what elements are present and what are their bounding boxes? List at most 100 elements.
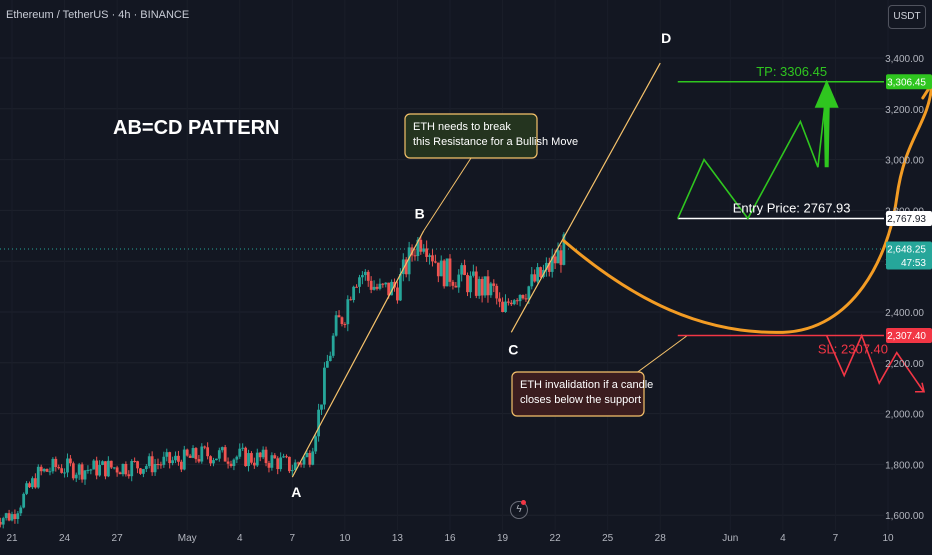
candle — [460, 265, 464, 275]
candle — [194, 448, 198, 460]
candle — [288, 456, 291, 472]
candle — [203, 446, 207, 448]
sl-price-tag-text: 2,307.40 — [887, 331, 926, 342]
entry-price-tag — [886, 211, 932, 227]
candle — [343, 324, 347, 326]
candle — [328, 355, 332, 362]
entry-price-tag-text: 2,767.93 — [887, 214, 926, 225]
candle — [10, 514, 14, 521]
candle — [381, 283, 385, 285]
candle — [498, 298, 502, 302]
candle — [153, 464, 157, 473]
x-tick-label: 28 — [655, 533, 667, 544]
candle — [398, 274, 402, 301]
candle — [469, 275, 472, 293]
candle — [223, 447, 227, 462]
candle — [509, 302, 513, 305]
candle — [191, 448, 195, 458]
candle — [544, 262, 548, 270]
candle — [104, 461, 107, 477]
chart-title: AB=CD PATTERN — [113, 117, 279, 139]
candle — [346, 299, 350, 325]
candle — [165, 452, 169, 457]
resistance-callout-pointer — [423, 157, 472, 231]
candle — [276, 458, 280, 470]
candle — [144, 466, 148, 470]
candle — [28, 483, 31, 488]
x-tick-label: 19 — [497, 533, 509, 544]
candle — [261, 449, 265, 458]
candle — [39, 466, 43, 472]
candle — [504, 301, 507, 313]
candle — [4, 513, 8, 519]
pattern-point-c: C — [508, 341, 518, 357]
candle — [419, 239, 423, 252]
candle — [36, 466, 40, 488]
y-tick-label: 1,800.00 — [885, 460, 924, 471]
y-tick-label: 1,600.00 — [885, 511, 924, 522]
candle — [375, 286, 379, 289]
candle — [422, 248, 426, 252]
candle — [378, 283, 382, 289]
candle — [285, 456, 288, 458]
x-tick-label: May — [178, 533, 197, 544]
projection-curve — [562, 84, 932, 334]
candle — [109, 460, 113, 468]
x-tick-label: 21 — [6, 533, 18, 544]
candle — [477, 278, 481, 296]
candle — [60, 468, 64, 473]
candle — [431, 255, 434, 262]
candle — [124, 463, 128, 475]
candle — [255, 452, 259, 466]
candle — [139, 468, 142, 474]
candle — [323, 367, 326, 405]
x-tick-label: 10 — [882, 533, 894, 544]
candle — [282, 456, 285, 458]
candle — [349, 299, 353, 301]
candle — [212, 460, 215, 464]
candle — [530, 274, 534, 287]
candle — [168, 452, 172, 464]
candle — [74, 474, 78, 479]
candle — [174, 455, 177, 461]
candle — [182, 449, 186, 470]
candle — [366, 271, 370, 281]
candle — [121, 463, 125, 475]
ab-leg — [291, 230, 425, 478]
candle — [217, 450, 221, 459]
candle — [279, 457, 283, 470]
candle — [439, 260, 443, 277]
candle — [250, 453, 253, 463]
candle — [159, 464, 163, 466]
lightning-icon[interactable]: ϟ — [510, 501, 528, 519]
x-tick-label: 24 — [59, 533, 71, 544]
candle — [355, 286, 358, 288]
candle — [550, 256, 554, 272]
candle — [293, 462, 297, 471]
candle — [489, 283, 493, 296]
candle — [556, 250, 560, 264]
candle — [299, 463, 303, 465]
candle — [317, 409, 320, 437]
currency-button[interactable]: USDT — [888, 5, 926, 29]
candle — [185, 449, 189, 456]
candle — [302, 457, 306, 465]
candle — [71, 463, 75, 479]
candle — [215, 458, 218, 461]
candle — [463, 265, 466, 276]
candle — [177, 455, 180, 462]
candle — [130, 460, 134, 477]
candle — [13, 514, 17, 520]
tp-label: TP: 3306.45 — [756, 64, 827, 79]
candle — [521, 294, 525, 299]
x-tick-label: 25 — [602, 533, 614, 544]
sl-price-tag — [886, 328, 932, 344]
candle — [226, 461, 230, 464]
candle — [305, 452, 309, 458]
candle — [1, 518, 5, 525]
symbol-header[interactable]: Ethereum / TetherUS · 4h · BINANCE — [6, 9, 190, 21]
candle — [197, 459, 201, 462]
candle — [244, 447, 247, 467]
